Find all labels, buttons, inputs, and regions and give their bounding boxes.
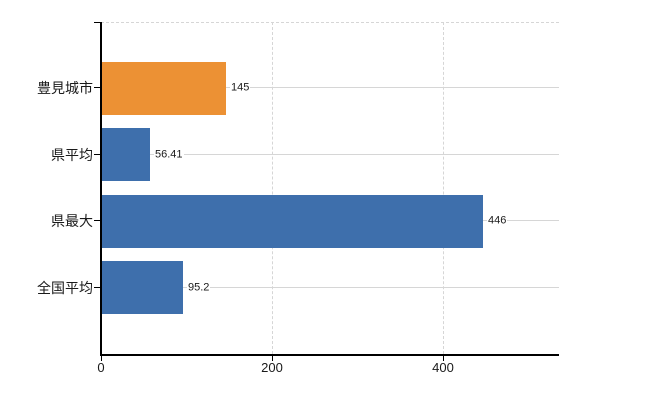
- plot-top-border: [101, 22, 559, 23]
- category-label: 豊見城市: [37, 80, 93, 96]
- x-tick-label: 400: [432, 360, 454, 375]
- bar: [102, 195, 483, 248]
- x-tick-label: 200: [261, 360, 283, 375]
- bar: [102, 62, 226, 115]
- y-axis-tick: [94, 154, 101, 155]
- category-label: 県最大: [51, 213, 93, 229]
- x-axis-tick: [272, 356, 273, 361]
- bar-value-label: 145: [230, 81, 251, 95]
- y-axis-tick: [94, 87, 101, 88]
- bar: [102, 261, 183, 314]
- y-axis-tick: [94, 220, 101, 221]
- bar-value-label: 446: [487, 214, 508, 228]
- y-axis-line: [100, 22, 102, 355]
- row-gridline: [101, 154, 559, 155]
- vertical-gridline: [443, 22, 444, 354]
- category-label: 全国平均: [37, 280, 93, 296]
- y-axis-tick: [94, 287, 101, 288]
- x-axis-line: [100, 354, 559, 356]
- bar-value-label: 56.41: [154, 148, 184, 162]
- row-gridline: [101, 87, 559, 88]
- bar-value-label: 95.2: [187, 281, 211, 295]
- x-axis-tick: [101, 356, 102, 361]
- row-gridline: [101, 287, 559, 288]
- y-axis-top-tick: [94, 22, 101, 23]
- bar: [102, 128, 150, 181]
- vertical-gridline: [272, 22, 273, 354]
- x-axis-tick: [443, 356, 444, 361]
- x-tick-label: 0: [97, 360, 105, 375]
- category-label: 県平均: [51, 147, 93, 163]
